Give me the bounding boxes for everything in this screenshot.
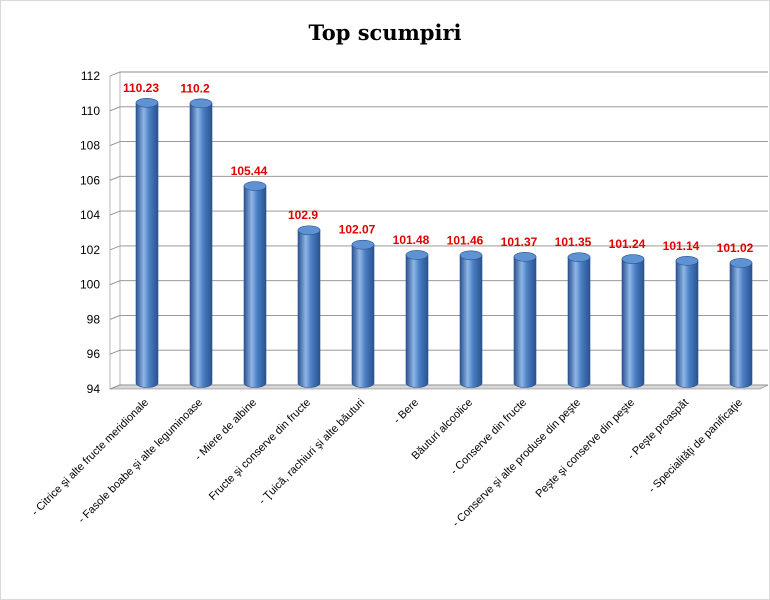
data-label: 101.35 bbox=[555, 235, 592, 249]
bar-body bbox=[567, 256, 591, 388]
bar-body bbox=[729, 262, 753, 388]
bar-top bbox=[243, 181, 267, 191]
bar-body bbox=[135, 102, 159, 388]
gridline bbox=[109, 71, 768, 77]
bars bbox=[135, 97, 753, 388]
bar bbox=[459, 250, 483, 388]
gridline bbox=[109, 384, 768, 390]
bar-top bbox=[297, 225, 321, 236]
data-labels: 110.23 110.2 105.44 102.9 102.07 101.48 101.46… bbox=[123, 81, 754, 255]
bar-body bbox=[243, 185, 267, 388]
bar bbox=[513, 252, 537, 388]
category-label: - Citrice şi alte fructe meridionale bbox=[29, 397, 151, 519]
category-labels: - Citrice şi alte fructe meridionale- Fa… bbox=[29, 397, 745, 530]
y-tick-label: 106 bbox=[80, 173, 100, 187]
y-tick-label: 108 bbox=[80, 139, 100, 153]
category-label: Peşte şi conserve din peşte bbox=[534, 397, 638, 501]
bar-top bbox=[675, 256, 699, 266]
data-label: 101.37 bbox=[501, 235, 538, 249]
bar-body bbox=[297, 229, 321, 388]
bar bbox=[567, 252, 591, 388]
y-tick-label: 100 bbox=[80, 278, 100, 292]
gridline bbox=[109, 280, 768, 286]
data-label: 101.14 bbox=[663, 239, 700, 253]
data-label: 101.02 bbox=[717, 241, 754, 255]
bar bbox=[621, 254, 645, 388]
y-tick-label: 94 bbox=[87, 382, 101, 396]
chart-title: Top scumpiri bbox=[308, 20, 462, 45]
bar-body bbox=[513, 256, 537, 388]
y-tick-label: 112 bbox=[81, 69, 100, 83]
y-tick-label: 102 bbox=[80, 243, 100, 257]
category-label: - Specialităţi de panificaţie bbox=[646, 397, 745, 496]
y-tick-label: 104 bbox=[80, 208, 100, 222]
data-label: 105.44 bbox=[231, 164, 268, 178]
gridline bbox=[109, 106, 768, 112]
bar bbox=[189, 98, 213, 388]
gridline bbox=[109, 245, 768, 251]
bar bbox=[675, 256, 699, 388]
category-label: - Bere bbox=[391, 397, 421, 427]
bar bbox=[297, 225, 321, 388]
bar-body bbox=[675, 260, 699, 388]
y-axis: 94 96 98 100 102 104 106 108 110 112 bbox=[80, 69, 100, 396]
y-tick-label: 110 bbox=[81, 104, 100, 118]
gridline bbox=[109, 175, 768, 181]
category-label: - Ţuică, rachiuri şi alte băuturi bbox=[257, 397, 368, 508]
y-tick-label: 98 bbox=[87, 312, 101, 326]
gridline bbox=[109, 210, 768, 216]
y-tick-label: 96 bbox=[87, 347, 101, 361]
bar-top bbox=[621, 254, 645, 264]
data-label: 101.48 bbox=[393, 233, 430, 247]
bar-top bbox=[513, 252, 537, 262]
bar bbox=[729, 258, 753, 388]
bar-body bbox=[405, 254, 429, 388]
gridlines bbox=[109, 71, 769, 390]
bar-top bbox=[405, 250, 429, 260]
category-label: - Fasole boabe şi alte leguminoase bbox=[76, 397, 205, 526]
bar-body bbox=[351, 244, 375, 388]
gridline bbox=[109, 349, 768, 355]
bar-body bbox=[189, 103, 213, 388]
bar-top bbox=[135, 97, 159, 108]
bar bbox=[405, 250, 429, 388]
gridline bbox=[109, 141, 768, 146]
bar-top bbox=[459, 250, 483, 261]
chart-wall bbox=[109, 72, 121, 390]
data-label: 101.24 bbox=[609, 237, 646, 251]
bar-top bbox=[567, 252, 591, 262]
gridline bbox=[109, 314, 768, 320]
data-label: 110.2 bbox=[180, 81, 210, 95]
bar-body bbox=[459, 254, 483, 388]
bar-top bbox=[189, 98, 213, 109]
data-label: 102.07 bbox=[339, 223, 376, 237]
data-label: 101.46 bbox=[447, 233, 484, 247]
bar bbox=[135, 97, 159, 388]
bar bbox=[351, 239, 375, 388]
category-label: Fructe şi conserve din fructe bbox=[207, 397, 313, 503]
bar-top bbox=[729, 258, 753, 268]
bar bbox=[243, 181, 267, 388]
bar-body bbox=[621, 258, 645, 388]
data-label: 110.23 bbox=[123, 81, 159, 95]
bar-top bbox=[351, 239, 375, 250]
data-label: 102.9 bbox=[288, 208, 318, 222]
